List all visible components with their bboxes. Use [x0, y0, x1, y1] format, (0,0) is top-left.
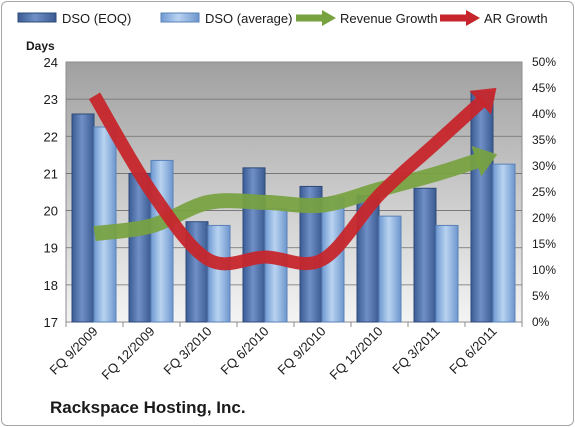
y-axis-title: Days	[26, 39, 55, 53]
left-tick-label: 24	[44, 55, 58, 70]
right-tick-label: 35%	[532, 133, 556, 147]
left-tick-label: 18	[44, 278, 58, 293]
right-tick-label: 50%	[532, 55, 556, 69]
left-tick-label: 20	[44, 204, 58, 219]
bar-dso-eoq	[71, 113, 95, 323]
series-revenue-growth-arrowhead	[471, 145, 498, 177]
right-tick-label: 45%	[532, 81, 556, 95]
left-tick-label: 17	[44, 315, 58, 330]
left-tick-label: 21	[44, 166, 58, 181]
right-tick-label: 30%	[532, 159, 556, 173]
category-label: FQ 9/2010	[275, 324, 329, 378]
bar-dso-eoq	[413, 187, 437, 323]
right-tick-label: 10%	[532, 263, 556, 277]
legend-swatch	[17, 12, 57, 23]
category-label: FQ 3/2010	[161, 324, 215, 378]
legend-swatch-arrowhead	[322, 10, 336, 26]
bar-dso-average	[378, 215, 402, 323]
category-label: FQ 6/2010	[218, 324, 272, 378]
category-label: FQ 12/2009	[98, 324, 157, 383]
bar-dso-eoq	[470, 91, 494, 323]
left-tick-label: 23	[44, 92, 58, 107]
right-tick-label: 5%	[532, 289, 550, 303]
legend-swatch	[160, 12, 200, 23]
category-label: FQ 9/2009	[47, 324, 101, 378]
legend-label: AR Growth	[484, 11, 548, 26]
bar-dso-average	[492, 163, 516, 323]
series-ar-growth-line	[88, 92, 488, 271]
series-revenue-growth-line	[93, 152, 483, 242]
series-ar-growth-arrowhead	[469, 87, 497, 115]
bar-dso-average	[207, 224, 231, 323]
right-tick-label: 0%	[532, 315, 550, 329]
left-tick-label: 22	[44, 129, 58, 144]
category-label: FQ 12/2010	[326, 324, 385, 383]
company-name: Rackspace Hosting, Inc.	[50, 398, 246, 417]
category-label: FQ 3/2011	[389, 324, 442, 377]
left-tick-label: 19	[44, 241, 58, 256]
legend-swatch-arrowhead	[466, 10, 480, 26]
right-tick-label: 40%	[532, 107, 556, 121]
legend-label: DSO (EOQ)	[62, 11, 131, 26]
right-tick-label: 25%	[532, 185, 556, 199]
bar-dso-eoq	[242, 167, 266, 323]
bar-dso-average	[435, 224, 459, 323]
right-tick-label: 15%	[532, 237, 556, 251]
legend-label: Revenue Growth	[340, 11, 438, 26]
legend-label: DSO (average)	[205, 11, 292, 26]
category-label: FQ 6/2011	[446, 324, 499, 377]
right-tick-label: 20%	[532, 211, 556, 225]
